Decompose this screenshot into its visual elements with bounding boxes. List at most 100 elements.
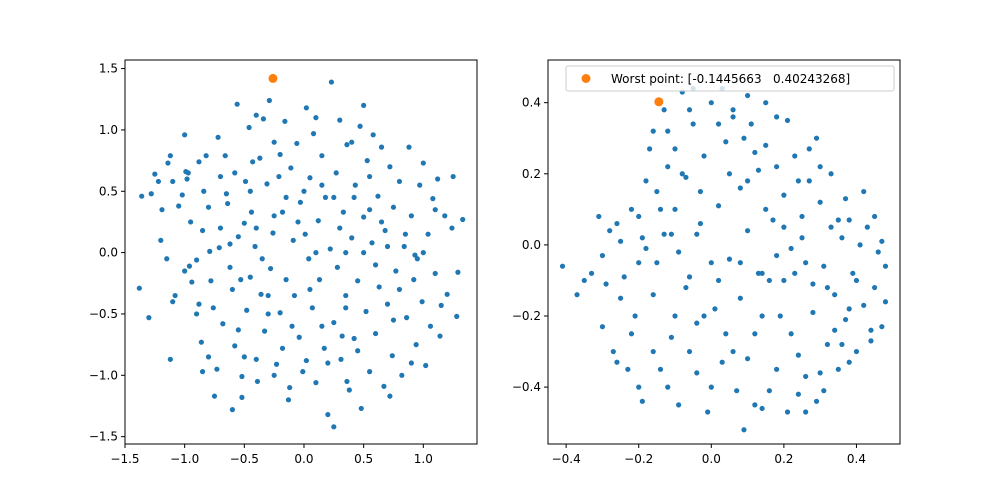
right-data-point: [574, 292, 580, 298]
left-data-point: [404, 315, 410, 321]
left-data-point: [331, 319, 337, 326]
right-data-point: [784, 117, 791, 124]
left-data-point: [188, 219, 194, 225]
left-data-point: [325, 411, 331, 418]
left-data-point: [196, 159, 202, 165]
legend: Worst point: [-0.1445663 0.40243268]: [565, 65, 895, 92]
left-data-point: [387, 164, 393, 170]
left-data-point: [437, 333, 443, 339]
left-data-point: [413, 342, 419, 348]
right-data-point: [715, 277, 722, 284]
right-data-point: [672, 206, 678, 212]
left-data-point: [361, 250, 367, 256]
right-data-point: [803, 409, 809, 415]
right-y-tick-label: −0.2: [512, 309, 541, 323]
right-data-point: [759, 405, 765, 412]
left-data-point: [309, 305, 315, 311]
left-y-tick-label: 1.0: [99, 123, 118, 137]
left-data-point: [358, 405, 364, 412]
left-data-point: [322, 194, 329, 201]
left-data-point: [331, 424, 337, 430]
left-data-point: [164, 256, 170, 262]
left-data-point: [262, 328, 268, 334]
left-data-point: [307, 175, 313, 181]
left-data-point: [355, 348, 361, 354]
right-data-point: [766, 277, 772, 284]
left-data-point: [258, 291, 264, 297]
left-data-point: [201, 188, 207, 194]
right-data-point: [614, 359, 620, 365]
right-data-point: [654, 260, 660, 266]
left-data-point: [285, 397, 292, 403]
right-data-point: [661, 231, 667, 237]
right-data-point: [763, 100, 769, 106]
left-data-point: [207, 248, 213, 254]
left-data-point: [260, 116, 267, 122]
right-data-point: [715, 203, 722, 209]
right-data-point: [665, 164, 671, 170]
right-data-point: [712, 306, 718, 312]
left-data-point: [136, 285, 142, 291]
left-data-point: [455, 269, 461, 275]
right-data-point: [842, 196, 849, 202]
left-data-point: [189, 279, 195, 285]
left-data-point: [361, 102, 367, 108]
right-data-point: [810, 281, 816, 287]
left-data-point: [303, 105, 309, 111]
right-data-point: [842, 316, 849, 323]
left-data-point: [170, 299, 176, 305]
right-data-point: [832, 327, 838, 333]
left-data-point: [414, 256, 420, 262]
right-data-point: [799, 213, 805, 220]
right-data-point: [868, 338, 874, 344]
left-data-point: [205, 354, 212, 360]
left-data-point: [301, 188, 307, 194]
right-data-point: [668, 231, 674, 237]
left-data-point: [246, 124, 252, 131]
left-data-point: [265, 292, 271, 299]
right-x-axis: −0.4 −0.2 0.0 0.2 0.4: [552, 444, 866, 466]
right-data-point: [832, 292, 838, 298]
left-data-point: [370, 132, 376, 138]
left-data-point: [225, 200, 231, 207]
right-data-point: [813, 398, 820, 404]
right-data-point: [625, 366, 631, 372]
left-data-point: [158, 237, 164, 243]
left-data-point: [378, 219, 385, 225]
right-data-point: [792, 153, 798, 159]
left-data-point: [376, 284, 382, 290]
left-data-point: [340, 209, 346, 215]
right-data-point: [672, 146, 678, 152]
left-data-point: [265, 311, 271, 317]
right-data-point: [741, 135, 747, 141]
right-points-layer: [559, 85, 889, 433]
left-y-tick-label: 1.5: [99, 62, 118, 76]
right-y-tick-label: 0.4: [522, 96, 541, 110]
left-data-point: [343, 305, 349, 311]
left-plot-frame: [124, 59, 478, 445]
left-data-point: [238, 277, 244, 283]
left-data-point: [227, 264, 233, 270]
left-data-point: [199, 369, 206, 375]
legend-marker-worst-point: [581, 74, 591, 83]
left-data-point: [367, 173, 373, 180]
left-data-point: [159, 207, 165, 213]
right-data-point: [683, 284, 689, 291]
left-data-point: [254, 378, 261, 385]
left-data-point: [454, 313, 460, 320]
left-y-tick-label: −1.0: [89, 368, 118, 382]
right-data-point: [726, 256, 733, 262]
right-data-point: [730, 348, 736, 355]
left-data-point: [185, 170, 191, 176]
right-data-point: [643, 245, 649, 252]
right-x-tick-label: −0.2: [624, 452, 653, 466]
left-data-point: [241, 220, 247, 226]
left-data-point: [319, 153, 325, 159]
right-x-tick-label: 0.0: [702, 452, 721, 466]
left-data-point: [229, 286, 235, 293]
left-data-point: [430, 196, 436, 202]
right-data-point: [824, 284, 831, 291]
right-data-point: [610, 348, 616, 355]
right-data-point: [741, 427, 747, 433]
right-data-point: [588, 270, 595, 276]
